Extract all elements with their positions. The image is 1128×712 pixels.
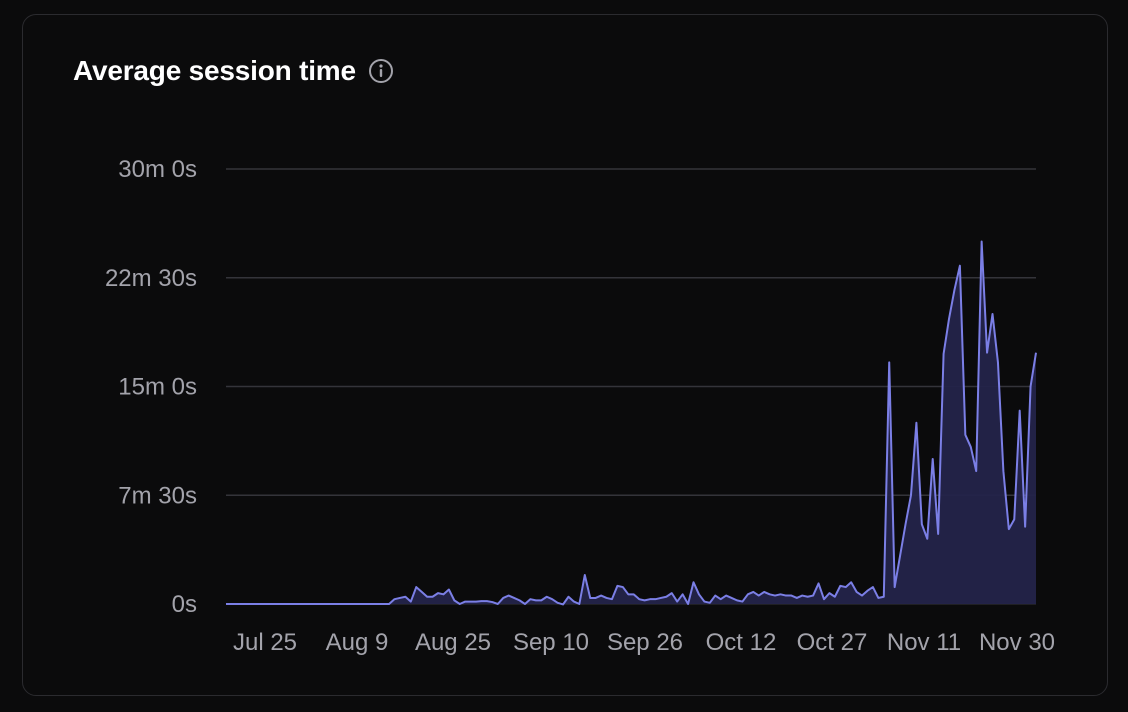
average-session-time-card: Average session time 0s 7m 30s 15m 0s 22m 3… [22, 14, 1108, 696]
card-title: Average session time [73, 55, 356, 86]
y-axis-ticks: 0s 7m 30s 15m 0s 22m 30s 30m 0s [105, 156, 197, 618]
card-header: Average session time [73, 55, 394, 87]
y-tick-label: 7m 30s [118, 482, 197, 509]
x-tick-label: Aug 9 [326, 629, 389, 656]
series-line [226, 240, 1037, 606]
x-tick-label: Aug 25 [415, 629, 491, 656]
x-tick-label: Sep 10 [513, 629, 589, 656]
y-tick-label: 0s [172, 591, 197, 618]
series-area [226, 241, 1036, 605]
session-time-chart: 0s 7m 30s 15m 0s 22m 30s 30m 0s Jul 25 Aug 9 A… [105, 156, 1055, 656]
x-axis-ticks: Jul 25 Aug 9 Aug 25 Sep 10 Sep 26 Oct 12 Oct 2… [233, 629, 1055, 656]
area-layer [226, 240, 1037, 606]
x-tick-label: Nov 30 [979, 629, 1055, 656]
y-tick-label: 30m 0s [118, 156, 197, 183]
y-tick-label: 15m 0s [118, 374, 197, 401]
x-tick-label: Oct 12 [706, 629, 777, 656]
info-circle-icon[interactable] [368, 58, 394, 84]
y-tick-label: 22m 30s [105, 265, 197, 292]
x-tick-label: Sep 26 [607, 629, 683, 656]
x-tick-label: Nov 11 [887, 629, 961, 656]
x-tick-label: Jul 25 [233, 629, 297, 656]
x-tick-label: Oct 27 [797, 629, 868, 656]
